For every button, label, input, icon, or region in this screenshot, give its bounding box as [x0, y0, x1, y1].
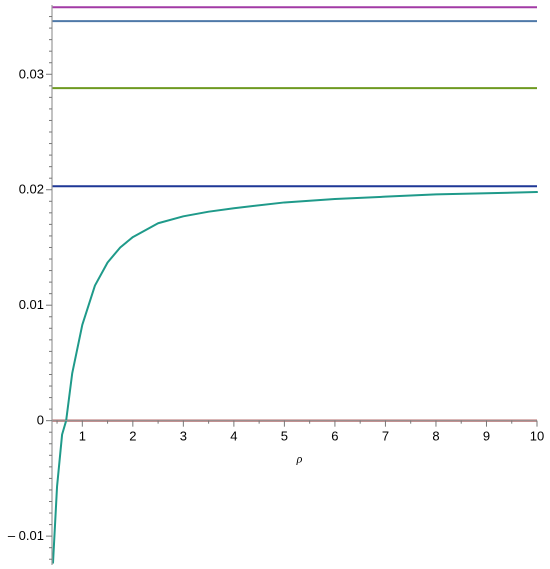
y-tick-label-2: 0.01: [19, 297, 44, 312]
x-tick-label-2: 2: [129, 429, 136, 444]
labels-layer: 1 2 3 4 5 6 7 8 9 10 – 0.01 0 0.01 0.02 0.03 ρ: [8, 66, 544, 543]
x-tick-label-4: 4: [230, 429, 237, 444]
x-tick-label-8: 8: [432, 429, 439, 444]
y-tick-label-4: 0.03: [19, 66, 44, 81]
axes-layer: [46, 5, 538, 565]
x-axis-label: ρ: [296, 452, 303, 466]
x-tick-label-7: 7: [382, 429, 389, 444]
x-tick-label-1: 1: [79, 429, 86, 444]
x-tick-label-9: 9: [483, 429, 490, 444]
x-tick-label-10: 10: [530, 429, 544, 444]
y-tick-label-1: 0: [37, 413, 44, 428]
y-tick-label-0: – 0.01: [8, 528, 44, 543]
x-tick-label-3: 3: [180, 429, 187, 444]
series-layer: [52, 6, 538, 564]
series-curve-5: [52, 191, 538, 564]
x-tick-label-5: 5: [281, 429, 288, 444]
y-tick-label-3: 0.02: [19, 182, 44, 197]
x-tick-label-6: 6: [331, 429, 338, 444]
